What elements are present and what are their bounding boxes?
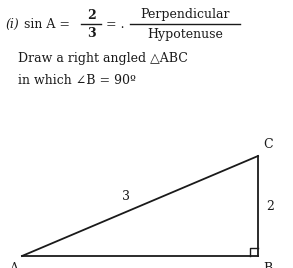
Text: A: A xyxy=(9,262,18,268)
Text: Draw a right angled △ABC: Draw a right angled △ABC xyxy=(18,51,188,65)
Text: 3: 3 xyxy=(87,27,95,39)
Text: B: B xyxy=(263,262,272,268)
Text: sin A =: sin A = xyxy=(24,17,74,31)
Text: 3: 3 xyxy=(122,189,130,203)
Text: 2: 2 xyxy=(266,199,274,213)
Text: (i): (i) xyxy=(5,17,19,31)
Text: = .: = . xyxy=(106,17,125,31)
Text: 2: 2 xyxy=(87,9,96,21)
Text: C: C xyxy=(263,138,273,151)
Text: in which ∠B = 90º: in which ∠B = 90º xyxy=(18,73,136,87)
Text: Perpendicular: Perpendicular xyxy=(140,8,230,21)
Text: Hypotenuse: Hypotenuse xyxy=(147,28,223,40)
